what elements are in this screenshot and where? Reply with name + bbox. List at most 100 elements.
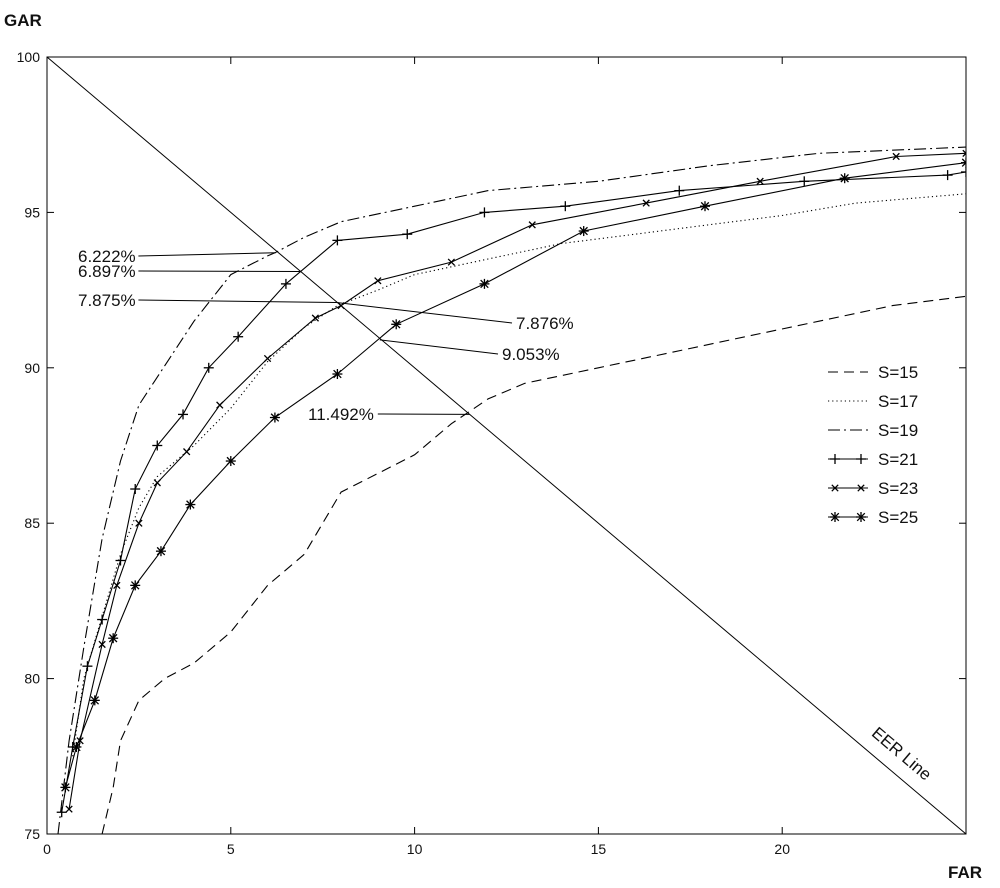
marker-stroke (700, 201, 710, 211)
series-line (72, 193, 966, 757)
marker-stroke (135, 519, 143, 527)
data-point (152, 440, 163, 451)
series-line (101, 295, 966, 834)
y-tick-label: 100 (17, 49, 41, 65)
data-point (280, 278, 291, 289)
data-point (153, 479, 161, 487)
marker-stroke (72, 742, 81, 752)
annotation-leader (138, 299, 337, 304)
x-tick-label: 5 (227, 841, 235, 857)
data-point (402, 229, 413, 240)
marker-stroke (61, 783, 70, 792)
marker-stroke (579, 226, 588, 236)
data-point (60, 782, 71, 793)
y-tick-label: 75 (24, 826, 40, 842)
data-point (374, 277, 382, 285)
series-s-19 (57, 146, 966, 834)
data-point (130, 580, 141, 591)
plot-frame (46, 56, 967, 835)
marker-stroke (962, 149, 966, 155)
data-point (528, 221, 536, 229)
y-tick-label: 85 (24, 515, 40, 531)
marker-stroke (391, 320, 401, 329)
legend-label: S=25 (878, 508, 918, 527)
data-point (71, 741, 82, 752)
data-point (185, 499, 196, 510)
series-line (68, 152, 966, 810)
legend-item: S=15 (828, 363, 918, 382)
series-s-21 (56, 166, 966, 818)
marker-stroke (311, 314, 320, 322)
data-point (642, 199, 650, 207)
annotation-label: 6.222% (78, 247, 136, 266)
data-point (961, 166, 966, 177)
legend-item: S=17 (828, 392, 918, 411)
marker-stroke (90, 696, 100, 705)
legend-marker (857, 484, 865, 492)
marker-stroke (447, 258, 456, 266)
x-tick-label: 20 (774, 841, 790, 857)
data-point (183, 448, 191, 456)
data-point (332, 369, 343, 380)
data-point (98, 640, 106, 649)
data-point (700, 201, 711, 212)
data-point (130, 484, 141, 495)
data-point (108, 633, 119, 644)
legend-marker (830, 512, 840, 522)
annotation: 11.492% (308, 405, 470, 424)
data-point (756, 177, 764, 185)
marker-stroke (642, 199, 650, 207)
marker-stroke (183, 448, 191, 456)
plot-area: 0 5 10 15 20 75 80 85 90 95 100 EER Line 6.222%6.897… (17, 49, 967, 857)
y-axis-title: GAR (4, 11, 42, 30)
data-point (578, 226, 589, 237)
data-point (89, 695, 100, 706)
y-tick-label: 95 (24, 204, 40, 220)
data-point (115, 555, 126, 566)
data-point (225, 456, 236, 467)
marker-stroke (374, 277, 382, 285)
marker-stroke (830, 512, 840, 522)
data-point (961, 157, 966, 168)
marker-stroke (65, 805, 73, 813)
x-tick-label: 10 (407, 841, 423, 857)
marker-stroke (756, 177, 764, 185)
data-point (311, 314, 320, 322)
marker-stroke (892, 152, 900, 161)
legend-label: S=21 (878, 450, 918, 469)
annotation: 6.222% (78, 247, 276, 266)
legend: S=15 S=17 S=19 S=21 S=23 S=25 (828, 363, 918, 527)
data-point (892, 152, 900, 161)
data-point (839, 173, 850, 184)
annotation-label: 9.053% (502, 345, 560, 364)
annotation-label: 7.875% (78, 291, 136, 310)
series-s-25 (60, 157, 966, 793)
data-point (674, 185, 685, 196)
data-point (391, 319, 402, 330)
data-point (155, 546, 166, 557)
x-tick-label: 0 (43, 841, 51, 857)
data-point (560, 201, 571, 212)
marker-stroke (856, 512, 866, 522)
series-line (57, 146, 966, 834)
annotation-label: 11.492% (308, 405, 374, 424)
data-point (479, 207, 490, 218)
data-point (447, 258, 456, 266)
data-point (135, 519, 143, 527)
x-tick-label: 15 (591, 841, 607, 857)
data-point (269, 412, 280, 423)
marker-stroke (130, 581, 140, 590)
legend-label: S=23 (878, 479, 918, 498)
marker-stroke (113, 581, 121, 590)
legend-item: S=21 (828, 450, 918, 469)
y-tick-label: 90 (24, 360, 40, 376)
annotation: 6.897% (78, 262, 301, 281)
legend-marker (856, 454, 866, 464)
data-point (799, 176, 810, 187)
marker-stroke (186, 500, 195, 509)
data-point (113, 581, 121, 590)
legend-label: S=17 (878, 392, 918, 411)
marker-stroke (831, 484, 839, 492)
marker-stroke (333, 369, 342, 379)
